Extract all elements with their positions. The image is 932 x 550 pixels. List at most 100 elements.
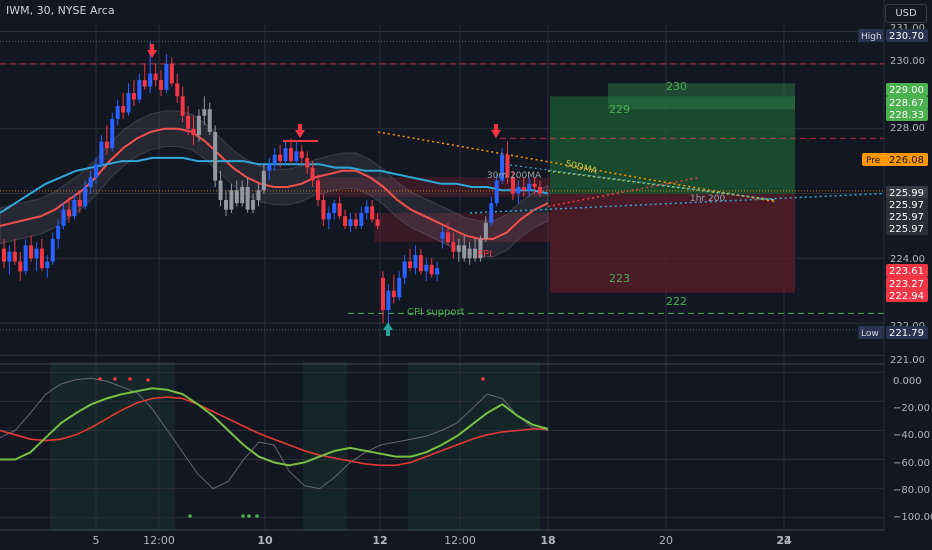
- profit-zone: [550, 96, 795, 194]
- candle-22: [121, 106, 126, 113]
- candle-2: [12, 251, 17, 262]
- time-tick-4: 12:00: [444, 534, 476, 547]
- symbol-header[interactable]: IWM, 30, NYSE Arca: [6, 4, 115, 17]
- candle-13: [72, 199, 77, 217]
- candle-15: [83, 187, 88, 207]
- candle-35: [191, 128, 196, 136]
- candle-70: [380, 277, 385, 311]
- candle-53: [288, 148, 293, 162]
- price-label-bg-p22597b: [886, 210, 928, 223]
- price-label-bg-r22294: [886, 289, 928, 302]
- candle-23: [126, 93, 131, 113]
- price-label-t22867: 228.67: [889, 98, 924, 109]
- osc-tick-3: −60.00: [893, 458, 930, 469]
- candle-62: [337, 203, 342, 217]
- candle-18: [99, 141, 104, 165]
- candle-95: [516, 187, 521, 194]
- candle-26: [142, 80, 147, 87]
- oscillator-fast-line: [0, 377, 549, 490]
- price-label-bg-t229: [886, 83, 928, 96]
- candle-8: [45, 261, 50, 269]
- candle-17: [94, 164, 99, 178]
- osc-top-dot-3: [146, 378, 150, 382]
- candle-25: [137, 80, 142, 100]
- candle-85: [462, 245, 467, 259]
- candle-64: [348, 219, 353, 226]
- candle-34: [186, 115, 191, 129]
- session-shade-1: [303, 362, 347, 530]
- candle-29: [159, 80, 164, 90]
- osc-top-dot-0: [98, 377, 102, 381]
- candle-93: [505, 154, 510, 178]
- trendline-red: [547, 176, 701, 208]
- ppi-label: PPI: [477, 249, 492, 260]
- candle-24: [131, 93, 136, 100]
- candle-66: [359, 212, 364, 226]
- cpi-support-label: CPI support: [407, 307, 465, 318]
- supply-zone-2: [374, 212, 550, 243]
- candle-46: [251, 199, 256, 210]
- candle-39: [213, 131, 218, 181]
- candle-76: [413, 255, 418, 269]
- candle-38: [207, 109, 212, 132]
- profit-top: [608, 83, 795, 110]
- buy-arrow-1: [383, 322, 393, 336]
- candle-27: [148, 73, 153, 87]
- price-label-p22597b: 225.97: [889, 212, 924, 223]
- price-tick-0: 231.00: [890, 23, 925, 34]
- candle-91: [494, 180, 499, 204]
- candle-37: [202, 109, 207, 116]
- ema-band: [0, 110, 549, 258]
- price-label-r22327: 223.27: [889, 279, 924, 290]
- sell-arrow-3: [491, 124, 501, 138]
- candle-61: [332, 203, 337, 213]
- sell-arrow-2: [295, 124, 305, 138]
- candle-33: [180, 96, 185, 116]
- price-label-tag-bg-low: [858, 326, 884, 339]
- candle-74: [402, 261, 407, 278]
- candle-79: [429, 264, 434, 275]
- time-tick-0: 5: [93, 534, 100, 547]
- candle-89: [483, 222, 488, 239]
- candle-82: [445, 232, 450, 243]
- candle-42: [229, 190, 234, 210]
- osc-tick-4: −80.00: [893, 485, 930, 496]
- candle-81: [440, 232, 445, 239]
- candle-0: [2, 248, 6, 262]
- price-label-bg-p22597a: [886, 198, 928, 211]
- candle-32: [175, 83, 180, 97]
- candle-99: [538, 187, 542, 194]
- candle-14: [77, 199, 82, 207]
- osc-bottom-dot-1: [241, 514, 245, 518]
- candle-77: [418, 255, 423, 272]
- candle-87: [473, 248, 478, 259]
- candle-80: [435, 268, 440, 275]
- price-label-low: 221.79: [889, 328, 924, 339]
- price-label-bg-t22867: [886, 96, 928, 109]
- candle-67: [364, 206, 369, 213]
- candle-98: [532, 183, 537, 188]
- candle-58: [316, 180, 321, 200]
- candle-1: [7, 251, 12, 262]
- ma200-1hr-label: 1hr 200: [690, 194, 725, 204]
- oscillator-line-green: [0, 387, 549, 467]
- ma200-30m-label: 30m 200MA: [487, 171, 542, 181]
- trendline-50dma: [547, 170, 776, 201]
- candle-52: [283, 148, 288, 162]
- price-label-bg-r22361: [886, 264, 928, 277]
- sell-arrow-1: [147, 44, 157, 58]
- loss-zone: [550, 193, 795, 293]
- osc-tick-1: −20.00: [893, 403, 930, 414]
- candle-90: [489, 203, 494, 223]
- currency-button[interactable]: USD: [885, 4, 927, 23]
- candle-47: [256, 190, 261, 200]
- price-label-tag-bg-high: [858, 29, 884, 42]
- candle-19: [104, 141, 109, 149]
- candle-88: [478, 238, 483, 259]
- level-223-label: 223: [609, 272, 630, 285]
- osc-top-dot-4: [481, 377, 485, 381]
- price-tick-6: 221.00: [890, 355, 925, 366]
- osc-bottom-dot-2: [247, 514, 251, 518]
- candle-9: [50, 238, 55, 262]
